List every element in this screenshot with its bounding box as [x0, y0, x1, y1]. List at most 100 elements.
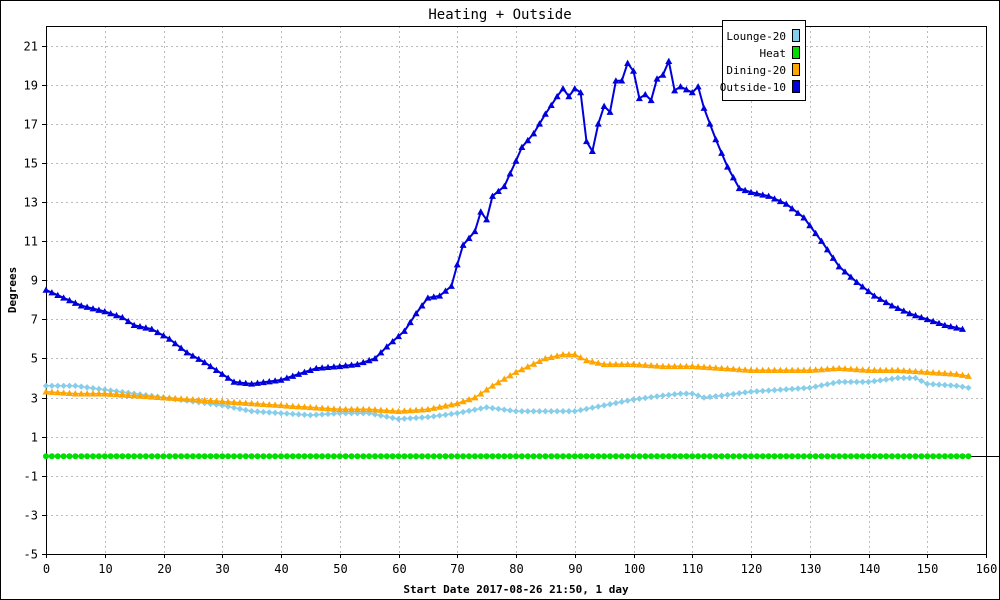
data-point [577, 406, 584, 414]
data-point [501, 406, 508, 413]
data-point [959, 325, 966, 332]
data-point [759, 387, 766, 395]
data-point [959, 371, 966, 378]
series-layer [42, 57, 972, 460]
data-point [947, 323, 955, 330]
data-point [612, 360, 620, 368]
data-point [318, 404, 326, 411]
data-point [447, 282, 455, 289]
data-point [142, 453, 149, 460]
data-point [442, 411, 449, 418]
data-point [195, 453, 202, 460]
data-point [483, 386, 491, 393]
data-point [589, 453, 596, 460]
data-point [941, 369, 949, 377]
data-point [700, 104, 708, 111]
data-point [541, 354, 549, 362]
data-point [189, 453, 196, 460]
data-point [506, 372, 514, 379]
y-tick-label: 11 [24, 235, 38, 249]
data-point [548, 453, 555, 460]
data-point [207, 362, 214, 370]
data-point [712, 364, 720, 371]
data-point [648, 453, 655, 460]
x-tick-label: 110 [682, 562, 704, 576]
data-point [830, 379, 837, 387]
data-point [266, 409, 273, 416]
data-point [500, 182, 508, 190]
data-point [953, 382, 960, 390]
data-point [42, 382, 50, 390]
data-point [230, 404, 238, 411]
data-point [835, 263, 843, 270]
data-point [923, 315, 931, 323]
data-point [183, 395, 191, 402]
data-point [601, 453, 608, 460]
data-point [706, 363, 714, 371]
data-point [336, 453, 343, 460]
data-point [419, 453, 425, 460]
data-point [888, 302, 896, 309]
data-point [471, 227, 479, 235]
data-point [835, 378, 843, 386]
data-point [213, 453, 220, 460]
data-point [454, 453, 461, 460]
data-point [477, 390, 485, 397]
data-point [501, 453, 508, 460]
y-tick-label: 13 [24, 196, 38, 210]
data-point [406, 318, 414, 326]
data-point [753, 190, 761, 197]
data-point [806, 453, 813, 460]
data-point [712, 393, 719, 400]
data-point [935, 319, 943, 327]
data-point [618, 77, 626, 84]
data-point [448, 410, 455, 418]
data-point [330, 363, 338, 370]
data-point [430, 413, 437, 420]
data-point [871, 453, 878, 460]
data-point [101, 390, 109, 397]
data-point [136, 392, 144, 399]
data-point [383, 453, 390, 460]
data-point [313, 453, 320, 460]
data-point [618, 360, 626, 368]
data-point [442, 402, 449, 409]
data-point [847, 273, 855, 280]
data-point [142, 324, 150, 331]
data-point [418, 302, 426, 309]
data-point [312, 364, 320, 372]
data-point [894, 366, 902, 373]
data-point [606, 401, 614, 408]
data-point [747, 188, 755, 196]
data-point [412, 414, 420, 422]
data-point [424, 294, 432, 301]
data-point [83, 303, 91, 310]
data-point [812, 383, 819, 390]
data-point [530, 130, 538, 137]
data-point [283, 410, 291, 417]
data-point [83, 390, 91, 397]
data-point [54, 291, 62, 299]
y-tick-label: 1 [31, 431, 38, 445]
x-tick-label: 100 [624, 562, 646, 576]
data-point [412, 309, 420, 317]
x-tick-label: 150 [917, 562, 939, 576]
data-point [154, 453, 161, 460]
data-point [788, 366, 796, 373]
data-point [677, 390, 684, 397]
data-point [324, 405, 332, 412]
data-point [348, 361, 355, 368]
data-point [454, 410, 461, 417]
data-point [912, 367, 919, 375]
data-point [924, 453, 931, 460]
data-point [301, 453, 308, 460]
data-point [371, 406, 379, 413]
data-point [389, 453, 396, 460]
data-point [782, 366, 790, 373]
data-point [400, 327, 408, 334]
data-point [518, 408, 526, 415]
data-point [119, 453, 126, 460]
data-point [372, 453, 378, 460]
data-point [524, 136, 532, 144]
data-point [477, 453, 484, 460]
